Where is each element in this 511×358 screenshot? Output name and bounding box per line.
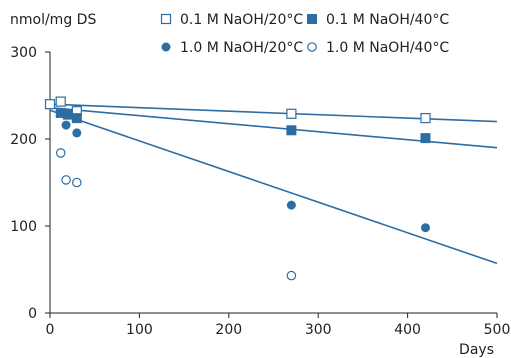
data-point-1-0-m-naoh-20-c <box>420 223 430 233</box>
legend-marker <box>161 42 171 52</box>
x-tick-label: 300 <box>305 322 332 338</box>
legend-marker <box>160 13 172 25</box>
y-tick-label: 100 <box>10 219 37 235</box>
x-tick-label: 200 <box>215 322 242 338</box>
data-point-0-1-m-naoh-20-c <box>286 108 297 119</box>
y-tick-label: 200 <box>10 132 37 148</box>
data-point-1-0-m-naoh-40-c <box>286 270 297 281</box>
legend-item-0-1-m-naoh-40-c: 0.1 M NaOH/40°C <box>307 12 449 28</box>
data-point-0-1-m-naoh-20-c <box>55 96 66 107</box>
x-tick-label: 0 <box>46 322 55 338</box>
legend-label: 0.1 M NaOH/20°C <box>180 12 303 28</box>
x-axis-label: Days <box>459 342 494 358</box>
legend-item-1-0-m-naoh-20-c: 1.0 M NaOH/20°C <box>161 40 303 56</box>
data-point-1-0-m-naoh-40-c <box>61 175 71 185</box>
y-tick-label: 0 <box>28 306 37 322</box>
legend-label: 0.1 M NaOH/40°C <box>326 12 449 28</box>
legend-item-1-0-m-naoh-40-c: 1.0 M NaOH/40°C <box>307 40 449 56</box>
plot-area: 0 100 200 300 400 500 0 100 200 300 <box>10 45 510 338</box>
data-point-0-1-m-naoh-40-c <box>55 107 66 118</box>
x-tick-label: 100 <box>126 322 153 338</box>
legend-marker <box>307 14 317 24</box>
legend-marker <box>307 42 317 52</box>
y-axis-label: nmol/mg DS <box>10 12 96 28</box>
x-tick-label: 500 <box>484 322 511 338</box>
legend-item-0-1-m-naoh-20-c: 0.1 M NaOH/20°C <box>160 12 303 28</box>
data-point-1-0-m-naoh-20-c <box>72 128 82 138</box>
x-ticks: 0 100 200 300 400 500 <box>46 313 511 338</box>
data-point-0-1-m-naoh-40-c <box>62 109 73 120</box>
y-tick-label: 300 <box>10 45 37 61</box>
data-point-0-1-m-naoh-40-c <box>286 125 297 136</box>
data-points <box>44 96 431 281</box>
y-ticks: 0 100 200 300 <box>10 45 50 322</box>
legend-label: 1.0 M NaOH/20°C <box>180 40 303 56</box>
x-tick-label: 400 <box>394 322 421 338</box>
data-point-1-0-m-naoh-20-c <box>286 200 296 210</box>
data-point-0-1-m-naoh-40-c <box>420 133 431 144</box>
legend: 0.1 M NaOH/20°C 0.1 M NaOH/40°C 1.0 M NaOH… <box>160 12 449 56</box>
trendlines <box>49 103 498 265</box>
legend-label: 1.0 M NaOH/40°C <box>326 40 449 56</box>
data-point-0-1-m-naoh-20-c <box>420 113 431 124</box>
trendline-1-0-m-naoh-20-c <box>49 109 498 265</box>
data-point-1-0-m-naoh-40-c <box>55 148 66 158</box>
data-point-0-1-m-naoh-40-c <box>71 113 82 124</box>
data-point-0-1-m-naoh-20-c <box>44 99 56 110</box>
data-point-1-0-m-naoh-40-c <box>72 177 82 188</box>
data-point-1-0-m-naoh-20-c <box>61 120 71 130</box>
